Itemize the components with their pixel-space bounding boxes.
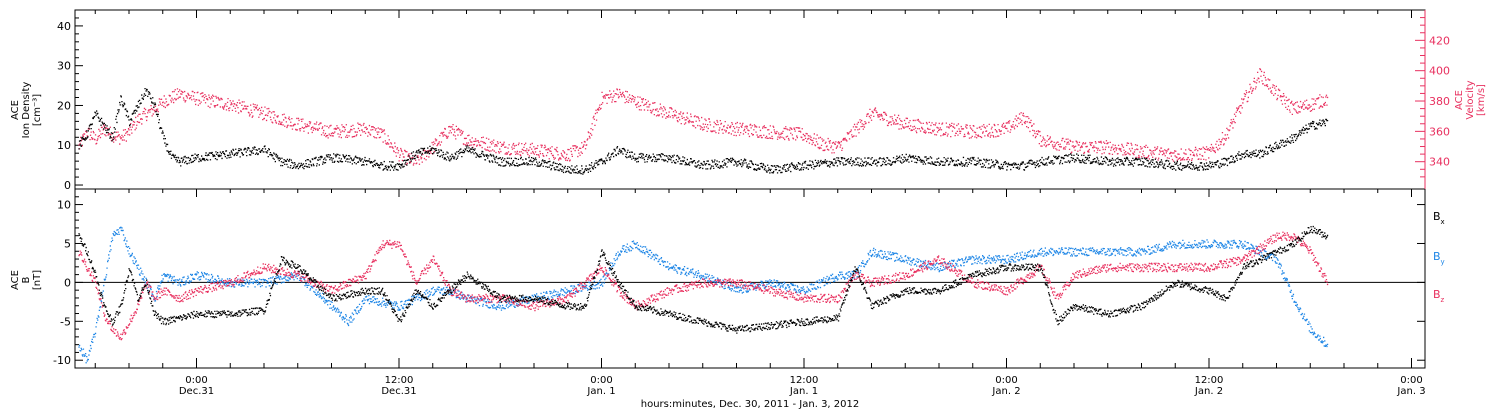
field-tick-label: 0 [64,276,71,289]
time-tick-label: 0:00 [1400,375,1422,386]
field-axis-title-line: [nT] [32,270,43,290]
velocity-tick-label: 340 [1429,156,1450,169]
velocity-series-points [78,68,1329,166]
date-tick-label: Jan. 1 [789,386,818,397]
date-tick-label: Jan. 2 [991,386,1020,397]
time-tick-label: 0:00 [185,375,207,386]
by-series-points [78,226,1329,364]
velocity-axis-title-line: [km/s] [1476,84,1487,116]
density-tick-label: 40 [57,20,71,33]
time-tick-label: 0:00 [590,375,612,386]
field-tick-label: -5 [60,315,71,328]
time-tick-label: 0:00 [995,375,1017,386]
density-tick-label: 10 [57,139,71,152]
date-tick-label: Jan. 3 [1396,386,1425,397]
legend-bx: Bx [1433,210,1445,226]
field-tick-label: -10 [53,354,71,367]
velocity-axis-title-line: Velocity [1465,80,1476,119]
bottom-panel-frame [74,188,1426,369]
density-series [78,88,1329,175]
density-tick-label: 20 [57,99,71,112]
legend-by: By [1433,250,1445,266]
date-tick-label: Jan. 1 [586,386,615,397]
field-axis-title-line: ACE [10,270,21,290]
velocity-tick-label: 400 [1429,65,1450,78]
time-tick-label: 12:00 [385,375,414,386]
density-axis-title-line: ACE [10,100,21,120]
density-tick-label: 30 [57,60,71,73]
velocity-tick-label: 380 [1429,95,1450,108]
velocity-axis-title-line: ACE [1454,90,1465,110]
density-axis-title-line: [cm⁻³] [32,94,43,126]
velocity-tick-label: 420 [1429,34,1450,47]
legend-bz: Bz [1433,288,1445,304]
date-tick-label: Dec.31 [179,386,214,397]
density-axis-title-line: Ion Density [21,82,32,139]
velocity-series [78,68,1329,166]
top-panel-frame [74,9,1426,190]
field-tick-label: 5 [64,237,71,250]
date-tick-label: Dec.31 [381,386,416,397]
field-tick-label: 10 [57,199,71,212]
by-series [78,226,1329,364]
density-tick-label: 0 [64,179,71,192]
x-axis-title: hours:minutes, Dec. 30, 2011 - Jan. 3, 2… [641,399,859,410]
density-series-points [78,88,1329,175]
velocity-tick-label: 360 [1429,125,1450,138]
date-tick-label: Jan. 2 [1194,386,1223,397]
time-tick-label: 12:00 [790,375,819,386]
time-tick-label: 12:00 [1195,375,1224,386]
field-axis-title-line: B [21,276,32,283]
